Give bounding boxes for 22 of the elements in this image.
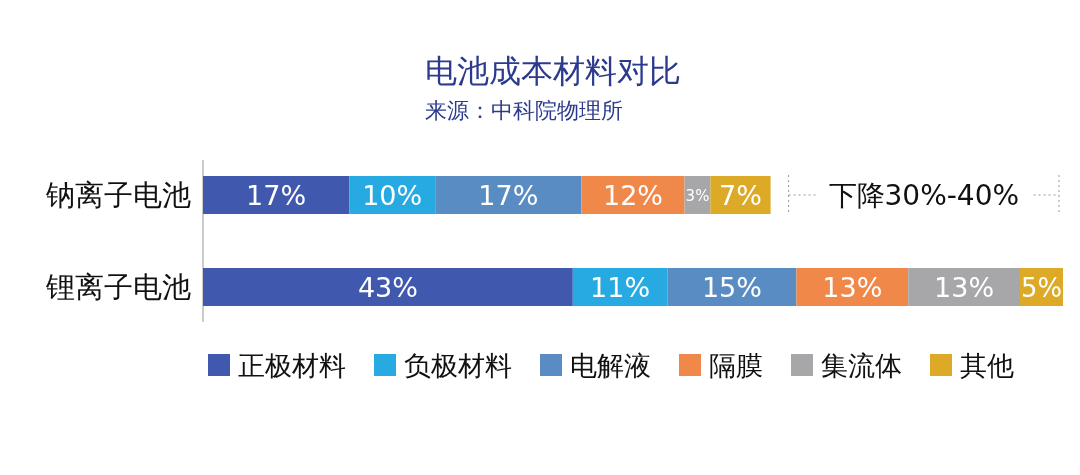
y-tick-label: 钠离子电池 xyxy=(45,178,191,212)
data-label: 7% xyxy=(719,180,762,211)
legend-label: 负极材料 xyxy=(404,350,512,381)
y-tick-label: 锂离子电池 xyxy=(45,270,191,304)
legend-label: 集流体 xyxy=(821,350,902,381)
data-label: 11% xyxy=(590,272,651,303)
chart-subtitle: 来源：中科院物理所 xyxy=(425,98,623,123)
data-label: 43% xyxy=(357,272,418,303)
data-label: 13% xyxy=(822,272,883,303)
data-label: 15% xyxy=(701,272,762,303)
legend-label: 隔膜 xyxy=(709,350,763,381)
legend-label: 其他 xyxy=(960,350,1014,381)
data-label: 17% xyxy=(478,180,539,211)
chart-title: 电池成本材料对比 xyxy=(425,52,681,90)
legend-label: 电解液 xyxy=(570,350,651,381)
data-label: 17% xyxy=(246,180,307,211)
legend-label: 正极材料 xyxy=(238,350,346,381)
data-label: 10% xyxy=(362,180,423,211)
annotation: 下降30%-40% xyxy=(828,179,1020,212)
data-label: 13% xyxy=(934,272,995,303)
data-label: 12% xyxy=(602,180,664,211)
data-label: 3% xyxy=(685,186,710,205)
